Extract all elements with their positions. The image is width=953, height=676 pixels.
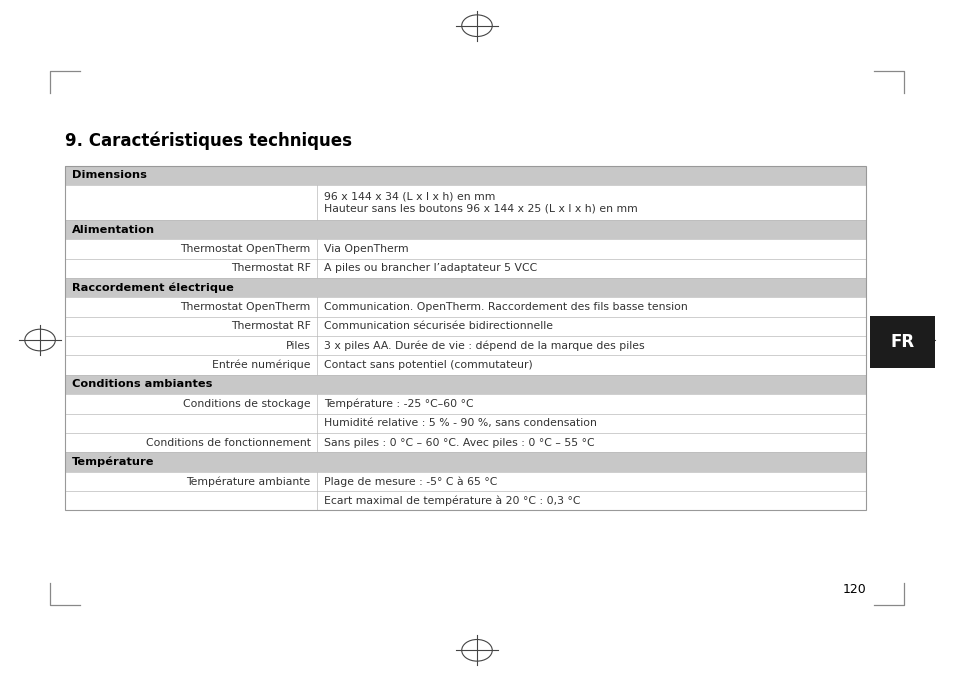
Text: Thermostat RF: Thermostat RF	[231, 321, 311, 331]
Bar	[65, 297, 865, 316]
Bar	[65, 220, 865, 239]
Text: Entrée numérique: Entrée numérique	[212, 360, 311, 370]
Text: 96 x 144 x 34 (L x l x h) en mm: 96 x 144 x 34 (L x l x h) en mm	[324, 191, 495, 201]
Text: Contact sans potentiel (commutateur): Contact sans potentiel (commutateur)	[324, 360, 532, 370]
Text: FR: FR	[889, 333, 914, 351]
Text: Via OpenTherm: Via OpenTherm	[324, 244, 408, 254]
Text: Communication sécurisée bidirectionnelle: Communication sécurisée bidirectionnelle	[324, 321, 553, 331]
Text: Plage de mesure : -5° C à 65 °C: Plage de mesure : -5° C à 65 °C	[324, 476, 497, 487]
Bar	[65, 166, 865, 185]
Text: Piles: Piles	[286, 341, 311, 351]
Text: Raccordement électrique: Raccordement électrique	[71, 283, 233, 293]
Bar	[65, 375, 865, 394]
Text: 3 x piles AA. Durée de vie : dépend de la marque des piles: 3 x piles AA. Durée de vie : dépend de l…	[324, 341, 644, 351]
Text: Sans piles : 0 °C – 60 °C. Avec piles : 0 °C – 55 °C: Sans piles : 0 °C – 60 °C. Avec piles : …	[324, 437, 594, 448]
Bar	[65, 185, 865, 220]
Bar	[65, 452, 865, 472]
Bar	[65, 414, 865, 433]
Text: Humidité relative : 5 % - 90 %, sans condensation: Humidité relative : 5 % - 90 %, sans con…	[324, 418, 597, 428]
Bar	[65, 259, 865, 278]
Bar	[65, 356, 865, 375]
Text: Conditions ambiantes: Conditions ambiantes	[71, 379, 212, 389]
Bar	[65, 336, 865, 356]
Text: Thermostat OpenTherm: Thermostat OpenTherm	[180, 244, 311, 254]
Text: Ecart maximal de température à 20 °C : 0,3 °C: Ecart maximal de température à 20 °C : 0…	[324, 496, 579, 506]
Bar	[65, 394, 865, 414]
Bar	[65, 166, 865, 510]
Text: Thermostat OpenTherm: Thermostat OpenTherm	[180, 302, 311, 312]
Bar	[65, 472, 865, 491]
Bar	[65, 491, 865, 510]
Text: Communication. OpenTherm. Raccordement des fils basse tension: Communication. OpenTherm. Raccordement d…	[324, 302, 687, 312]
Bar	[65, 239, 865, 259]
Bar	[65, 433, 865, 452]
Text: Température : -25 °C–60 °C: Température : -25 °C–60 °C	[324, 399, 473, 409]
Text: Conditions de fonctionnement: Conditions de fonctionnement	[146, 437, 311, 448]
Text: A piles ou brancher l’adaptateur 5 VCC: A piles ou brancher l’adaptateur 5 VCC	[324, 263, 537, 273]
Text: Alimentation: Alimentation	[71, 224, 154, 235]
Bar	[869, 316, 934, 368]
Text: 120: 120	[841, 583, 865, 596]
Text: Hauteur sans les boutons 96 x 144 x 25 (L x l x h) en mm: Hauteur sans les boutons 96 x 144 x 25 (…	[324, 203, 637, 214]
Text: Température: Température	[71, 457, 153, 467]
Text: Thermostat RF: Thermostat RF	[231, 263, 311, 273]
Text: 9. Caractéristiques techniques: 9. Caractéristiques techniques	[65, 132, 352, 150]
Bar	[65, 278, 865, 297]
Text: Température ambiante: Température ambiante	[186, 476, 311, 487]
Text: Conditions de stockage: Conditions de stockage	[183, 399, 311, 409]
Bar	[65, 316, 865, 336]
Text: Dimensions: Dimensions	[71, 170, 146, 180]
